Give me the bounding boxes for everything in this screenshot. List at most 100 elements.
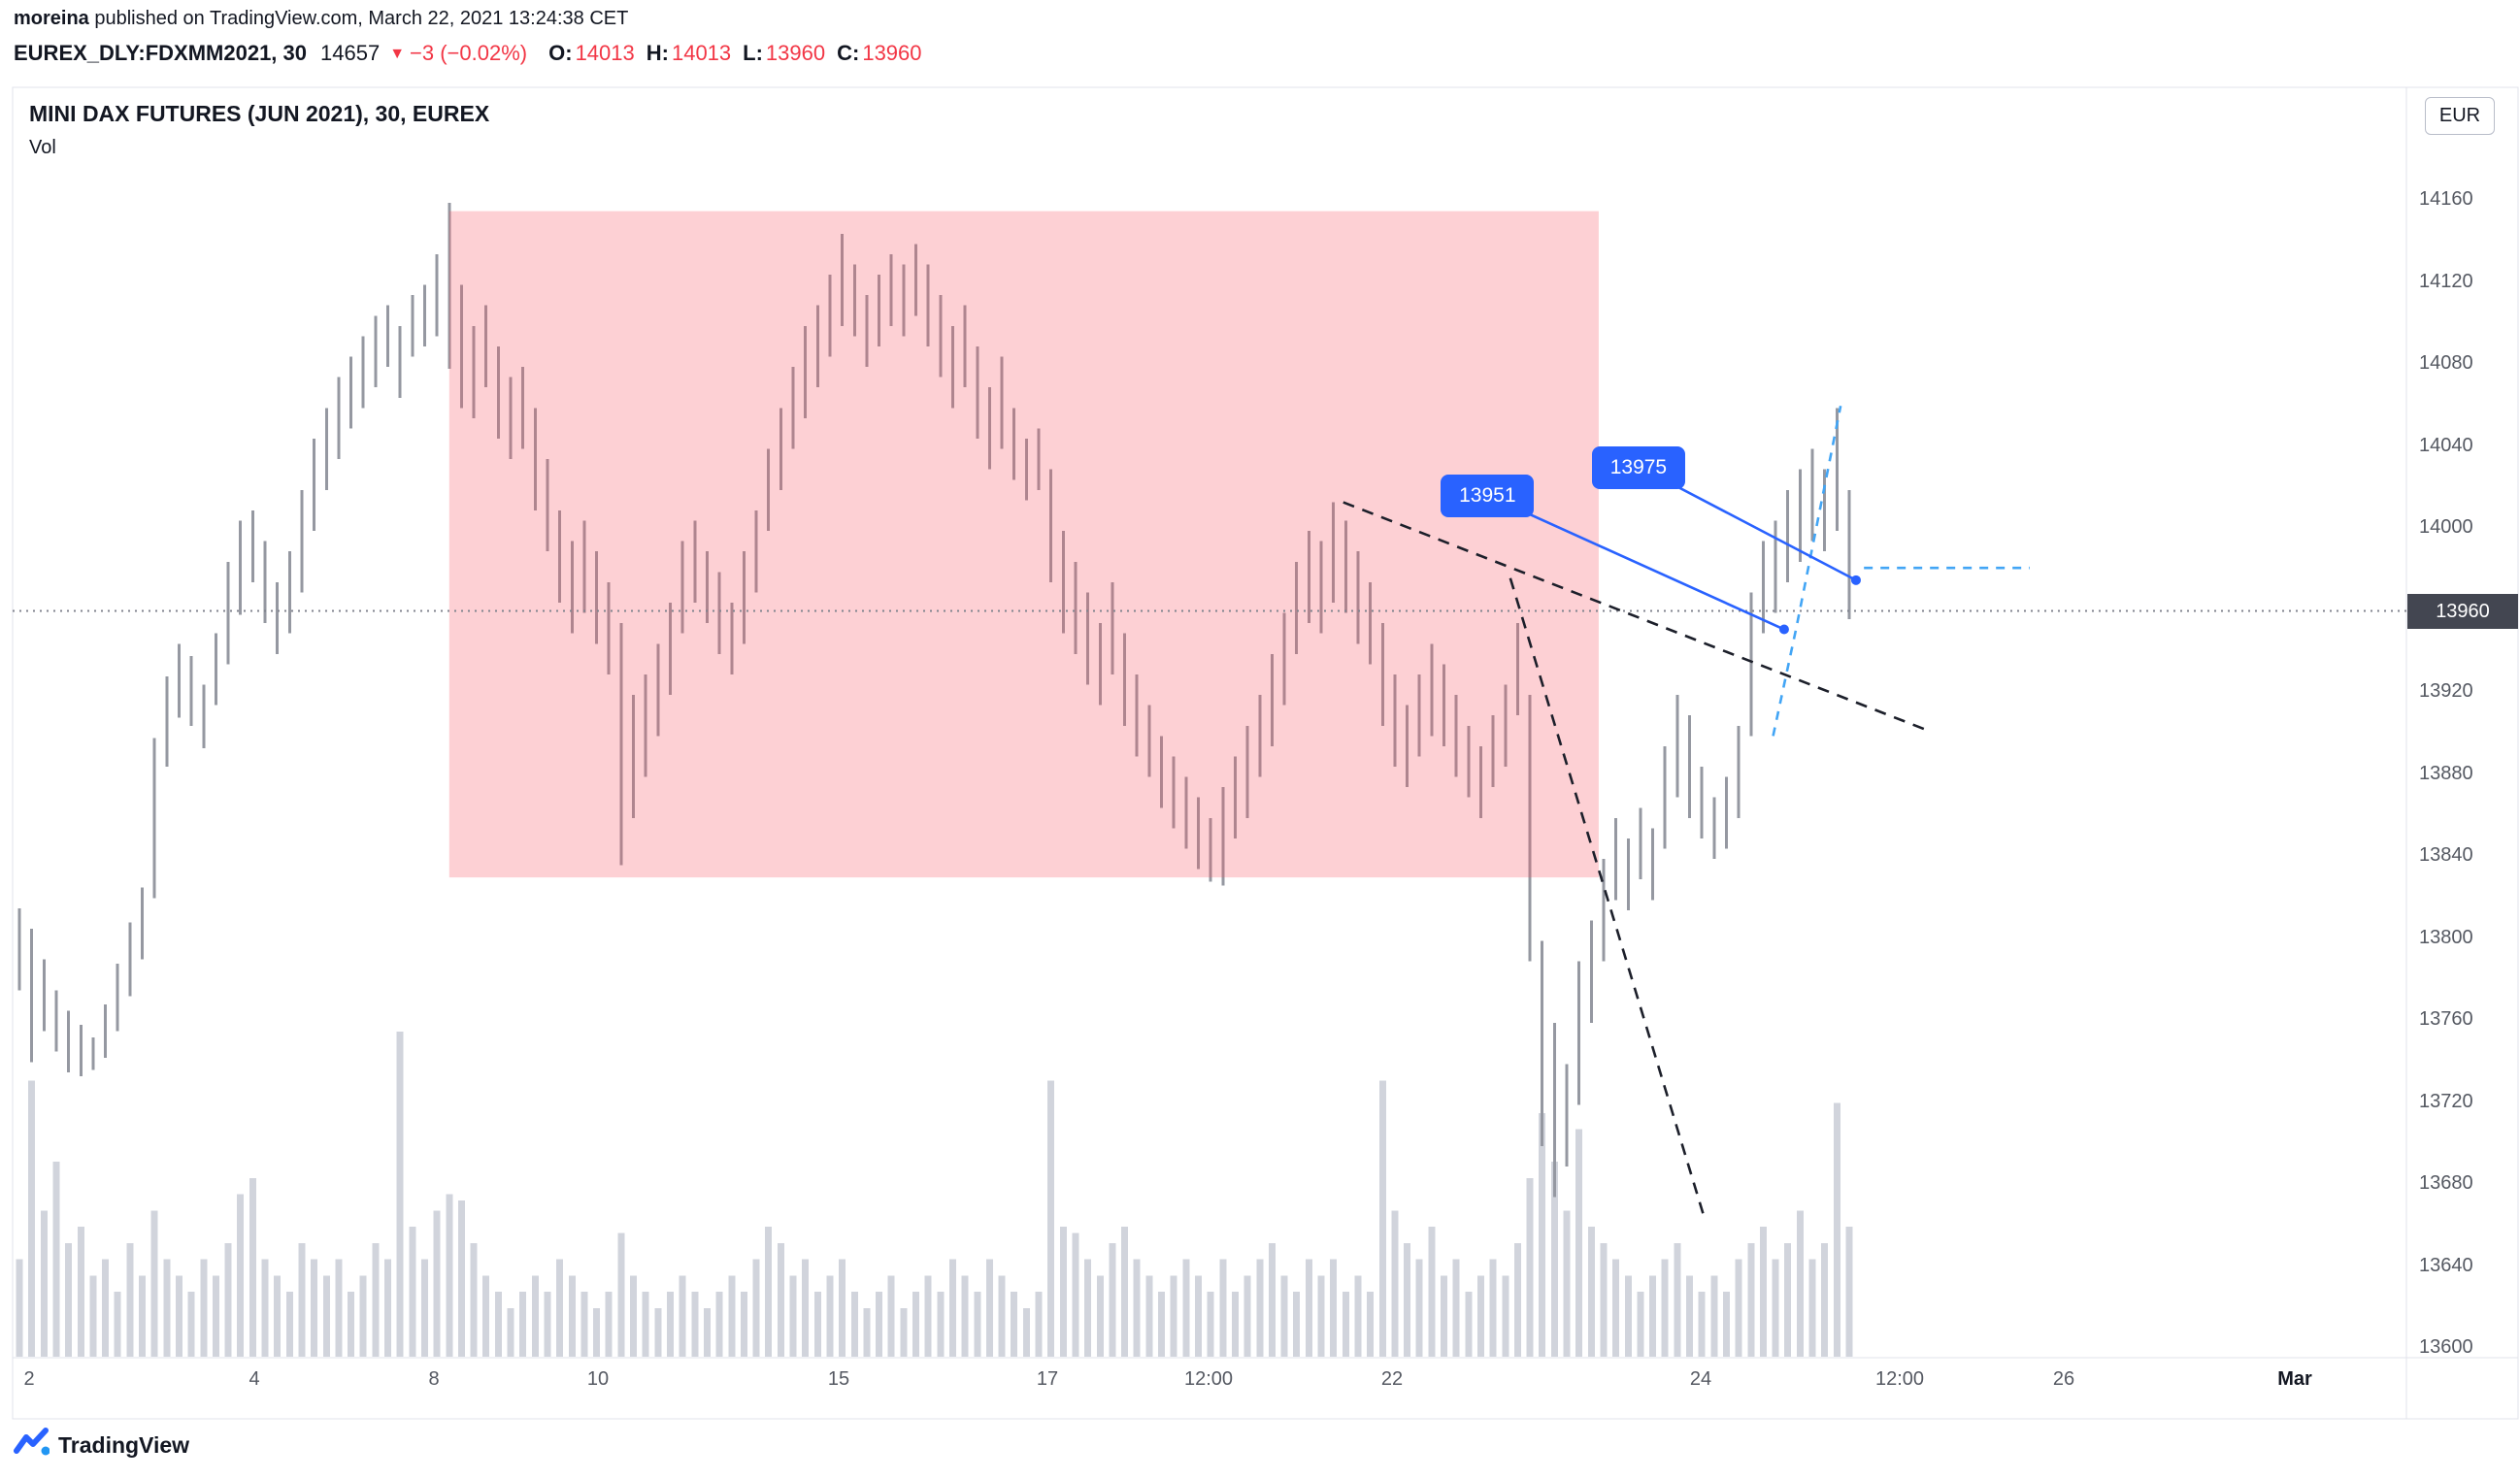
ohlc-key: L:	[743, 41, 763, 65]
volume-bar	[482, 1275, 490, 1357]
price-axis-label: 14000	[2419, 516, 2473, 538]
volume-bar	[998, 1275, 1006, 1357]
price-callout-label[interactable]: 13975	[1591, 445, 1685, 489]
time-axis-label: 24	[1689, 1368, 1712, 1390]
volume-bar	[826, 1275, 834, 1357]
volume-bar	[1476, 1275, 1484, 1357]
volume-bar	[446, 1194, 453, 1357]
volume-bar	[470, 1242, 478, 1357]
volume-bar	[1231, 1292, 1239, 1357]
volume-bar	[703, 1307, 711, 1357]
volume-bar	[507, 1307, 514, 1357]
volume-bar	[789, 1275, 797, 1357]
volume-bar	[126, 1242, 134, 1357]
time-axis[interactable]: 2 4 8 10 15 17 12:00 22 24 12:00 26 Mar	[0, 1363, 2520, 1405]
volume-bar	[912, 1292, 920, 1357]
volume-bar	[1011, 1292, 1018, 1357]
volume-bar	[1330, 1259, 1338, 1357]
volume-bar	[1539, 1112, 1546, 1357]
volume-bar	[322, 1275, 330, 1357]
volume-bar	[212, 1275, 219, 1357]
volume-bar	[1194, 1275, 1202, 1357]
volume-bar	[605, 1292, 613, 1357]
volume-bar	[52, 1162, 60, 1357]
time-axis-label: 17	[1036, 1368, 1059, 1390]
volume-bar	[1649, 1275, 1657, 1357]
volume-bar	[237, 1194, 245, 1357]
volume-bar	[630, 1275, 638, 1357]
ohlc-key: O:	[548, 41, 573, 65]
volume-indicator-label[interactable]: Vol	[29, 137, 56, 158]
footer: TradingView	[14, 1425, 189, 1465]
time-axis-label: 12:00	[1183, 1368, 1234, 1390]
ohlc-key: H:	[646, 41, 669, 65]
volume-bar	[1563, 1210, 1571, 1357]
volume-bar	[948, 1259, 956, 1357]
volume-bar	[1465, 1292, 1473, 1357]
volume-bar	[1735, 1259, 1742, 1357]
projection-zigzag-line[interactable]	[1772, 405, 1842, 737]
tradingview-logo-icon[interactable]	[14, 1425, 50, 1465]
volume-bar	[1575, 1129, 1583, 1357]
chart-legend-title[interactable]: MINI DAX FUTURES (JUN 2021), 30, EUREX	[29, 101, 490, 126]
volume-bar	[285, 1292, 293, 1357]
volume-bar	[65, 1242, 73, 1357]
price-callout-label[interactable]: 13951	[1441, 475, 1535, 518]
ohlc-value: 14013	[575, 41, 635, 65]
volume-bar	[1441, 1275, 1448, 1357]
volume-bar	[1035, 1292, 1043, 1357]
volume-bar	[77, 1227, 84, 1357]
volume-bar	[1845, 1227, 1853, 1357]
highlight-zone[interactable]	[448, 211, 1599, 878]
volume-bar	[384, 1259, 392, 1357]
price-axis-label: 13720	[2419, 1090, 2473, 1112]
callout-anchor-dot[interactable]	[1850, 575, 1861, 585]
volume-bar	[1022, 1307, 1030, 1357]
chart-border	[12, 86, 2519, 1420]
volume-bar	[249, 1177, 256, 1357]
volume-bar	[1502, 1275, 1509, 1357]
tradingview-brand[interactable]: TradingView	[58, 1431, 190, 1458]
volume-bar	[531, 1275, 539, 1357]
trendline-dashed[interactable]	[1509, 577, 1705, 1214]
volume-bar	[1796, 1210, 1804, 1357]
volume-bar	[359, 1275, 367, 1357]
volume-bar	[1170, 1275, 1177, 1357]
time-axis-label: 4	[249, 1368, 260, 1390]
trendline-dashed[interactable]	[1343, 501, 1933, 734]
volume-bar	[519, 1292, 527, 1357]
volume-bar	[1059, 1227, 1067, 1357]
volume-bar	[1047, 1080, 1055, 1357]
volume-bar	[175, 1275, 182, 1357]
volume-bar	[937, 1292, 945, 1357]
volume-bar	[1637, 1292, 1644, 1357]
currency-button[interactable]: EUR	[2425, 97, 2495, 135]
volume-bar	[1354, 1275, 1362, 1357]
volume-bar	[961, 1275, 969, 1357]
volume-bar	[1526, 1177, 1534, 1357]
volume-bar	[1587, 1227, 1595, 1357]
volume-bar	[457, 1200, 465, 1357]
volume-bar	[150, 1210, 158, 1357]
volume-bar	[1293, 1292, 1301, 1357]
callout-line[interactable]	[1488, 495, 1785, 631]
volume-bar	[1342, 1292, 1349, 1357]
price-axis[interactable]: 1416014120140801404014000139601392013880…	[2419, 0, 2520, 1419]
ohlc-value: 13960	[765, 41, 826, 65]
volume-bar	[372, 1242, 380, 1357]
time-axis-label: 26	[2052, 1368, 2075, 1390]
symbol-title[interactable]: EUREX_DLY:FDXMM2021, 30	[14, 41, 307, 65]
volume-bar	[1821, 1242, 1829, 1357]
volume-bar	[89, 1275, 97, 1357]
price-axis-label: 14040	[2419, 434, 2473, 456]
callout-anchor-dot[interactable]	[1778, 624, 1789, 635]
volume-bar	[28, 1080, 36, 1357]
volume-bar	[1109, 1242, 1116, 1357]
price-axis-label: 13920	[2419, 680, 2473, 702]
volume-bar	[924, 1275, 932, 1357]
author-name[interactable]: moreina	[14, 8, 89, 29]
volume-bar	[1489, 1259, 1497, 1357]
volume-bar	[433, 1210, 441, 1357]
